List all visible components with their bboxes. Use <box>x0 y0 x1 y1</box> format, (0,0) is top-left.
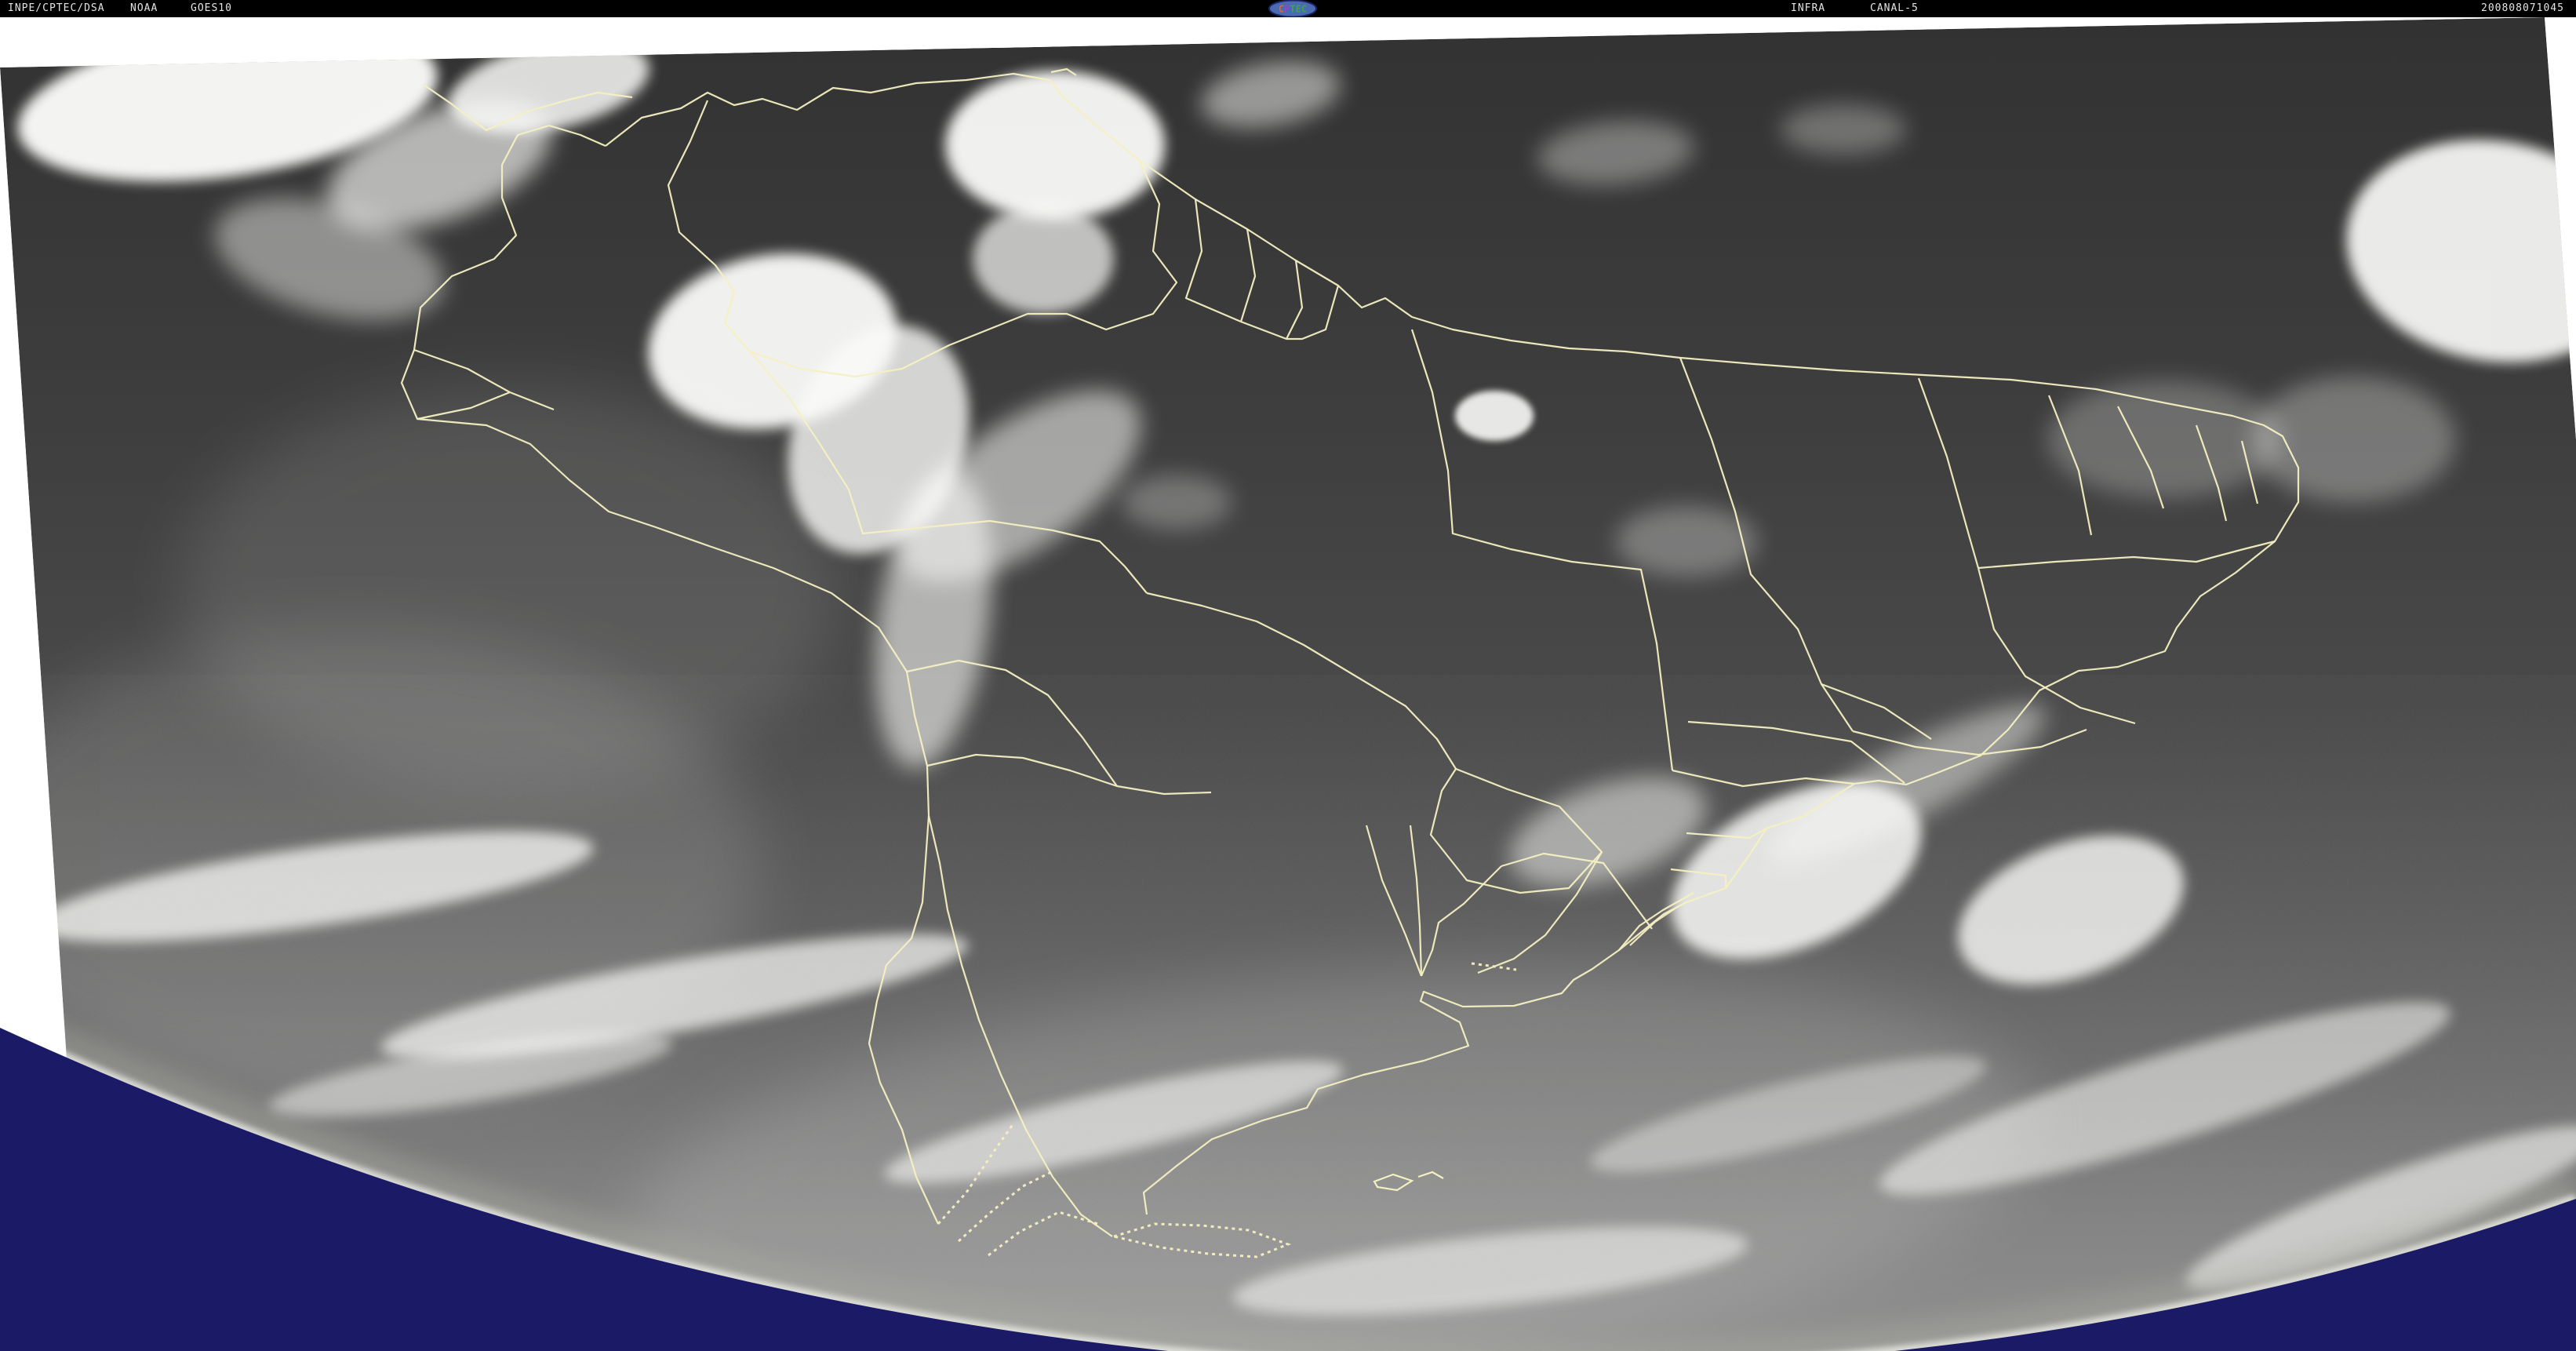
cloud-mass <box>945 71 1165 220</box>
country-border <box>749 351 1148 594</box>
country-border <box>1410 329 2259 771</box>
island-outline <box>1373 1171 1444 1192</box>
space-region <box>0 1028 2576 1351</box>
header-label-agency: INPE/CPTEC/DSA <box>8 2 105 14</box>
header-bar: INPE/CPTEC/DSA NOAA GOES10 INFRA CANAL-5 2008… <box>0 0 2576 17</box>
cloud-mass <box>214 198 445 320</box>
country-border <box>1420 852 1653 977</box>
header-label-timestamp: 200808071045 <box>2481 2 2564 14</box>
cloud-mass <box>2047 381 2283 498</box>
country-border <box>400 124 939 1225</box>
cloud-mass <box>1122 475 1232 530</box>
cloud-mass <box>1616 506 1757 577</box>
country-border <box>423 84 633 132</box>
cloud-mass <box>449 38 649 134</box>
country-border <box>1618 892 1694 951</box>
country-border <box>413 348 555 421</box>
country-border <box>1429 767 1603 894</box>
cptec-logo: CPTEC <box>1268 0 1317 17</box>
cptec-logo-text: CPTEC <box>1279 4 1307 15</box>
country-border <box>927 815 1113 1237</box>
header-label-operator: NOAA <box>130 2 158 14</box>
cloud-mass <box>1781 104 1906 155</box>
cloud-mass <box>2251 377 2455 502</box>
country-border <box>749 159 1178 378</box>
header-label-satellite: GOES10 <box>191 2 232 14</box>
country-border <box>906 659 1212 796</box>
country-border <box>1146 592 1457 770</box>
coast-archipelago-border <box>1471 962 1517 971</box>
cloud-mass <box>1455 391 1534 441</box>
country-border <box>1184 198 1340 340</box>
cloud-mass <box>973 204 1114 314</box>
header-label-band: INFRA <box>1791 2 1826 14</box>
country-border <box>1365 825 1603 977</box>
cloud-mass <box>1537 121 1694 185</box>
header-label-channel: CANAL-5 <box>1870 2 1919 14</box>
cloud-mass <box>1201 60 1341 128</box>
coast-archipelago-border <box>937 1123 1099 1257</box>
country-border <box>1670 540 2276 888</box>
limb-edge <box>0 1023 2576 1351</box>
country-border <box>667 100 751 352</box>
country-border <box>605 72 2300 1215</box>
coast-archipelago-border <box>1109 1222 1292 1258</box>
